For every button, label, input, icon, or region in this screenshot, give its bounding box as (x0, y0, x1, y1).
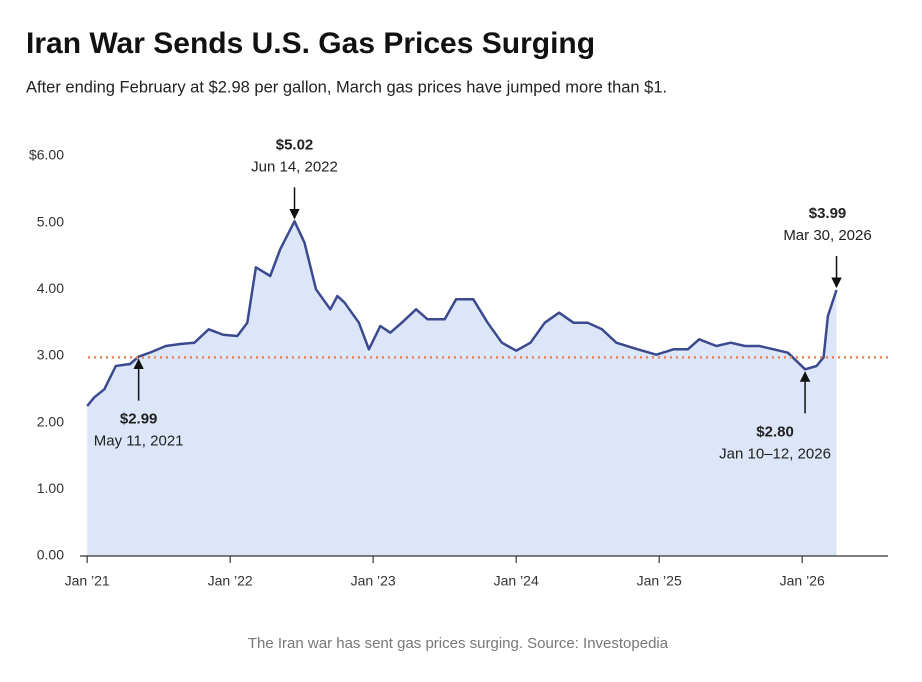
caption: The Iran war has sent gas prices surging… (248, 635, 669, 652)
annotation-value: $5.02 (276, 136, 314, 153)
x-tick-label: Jan ’23 (351, 573, 396, 589)
chart-title: Iran War Sends U.S. Gas Prices Surging (26, 27, 595, 60)
y-tick-label: 5.00 (37, 213, 64, 229)
y-tick-label: $6.00 (29, 147, 64, 163)
annotation-date: Mar 30, 2026 (783, 227, 871, 244)
x-tick-label: Jan ’21 (65, 573, 110, 589)
annotation-date: May 11, 2021 (94, 433, 184, 450)
y-tick-label: 3.00 (37, 347, 64, 363)
y-tick-label: 1.00 (37, 480, 64, 496)
y-tick-label: 4.00 (37, 280, 64, 296)
chart-subtitle: After ending February at $2.98 per gallo… (26, 78, 667, 96)
annotation-date: Jan 10–12, 2026 (719, 445, 831, 462)
area (87, 221, 837, 557)
y-tick-label: 2.00 (37, 413, 64, 429)
x-tick-label: Jan ’22 (208, 573, 253, 589)
x-tick-label: Jan ’26 (780, 573, 825, 589)
x-tick-label: Jan ’24 (494, 573, 539, 589)
line (86, 220, 838, 407)
annotation-date: Jun 14, 2022 (251, 158, 338, 175)
annotation-value: $2.80 (756, 423, 794, 440)
annotation-value: $2.99 (120, 411, 158, 428)
x-tick-label: Jan ’25 (637, 573, 682, 589)
y-tick-label: 0.00 (37, 547, 64, 563)
annotation-value: $3.99 (809, 205, 847, 222)
